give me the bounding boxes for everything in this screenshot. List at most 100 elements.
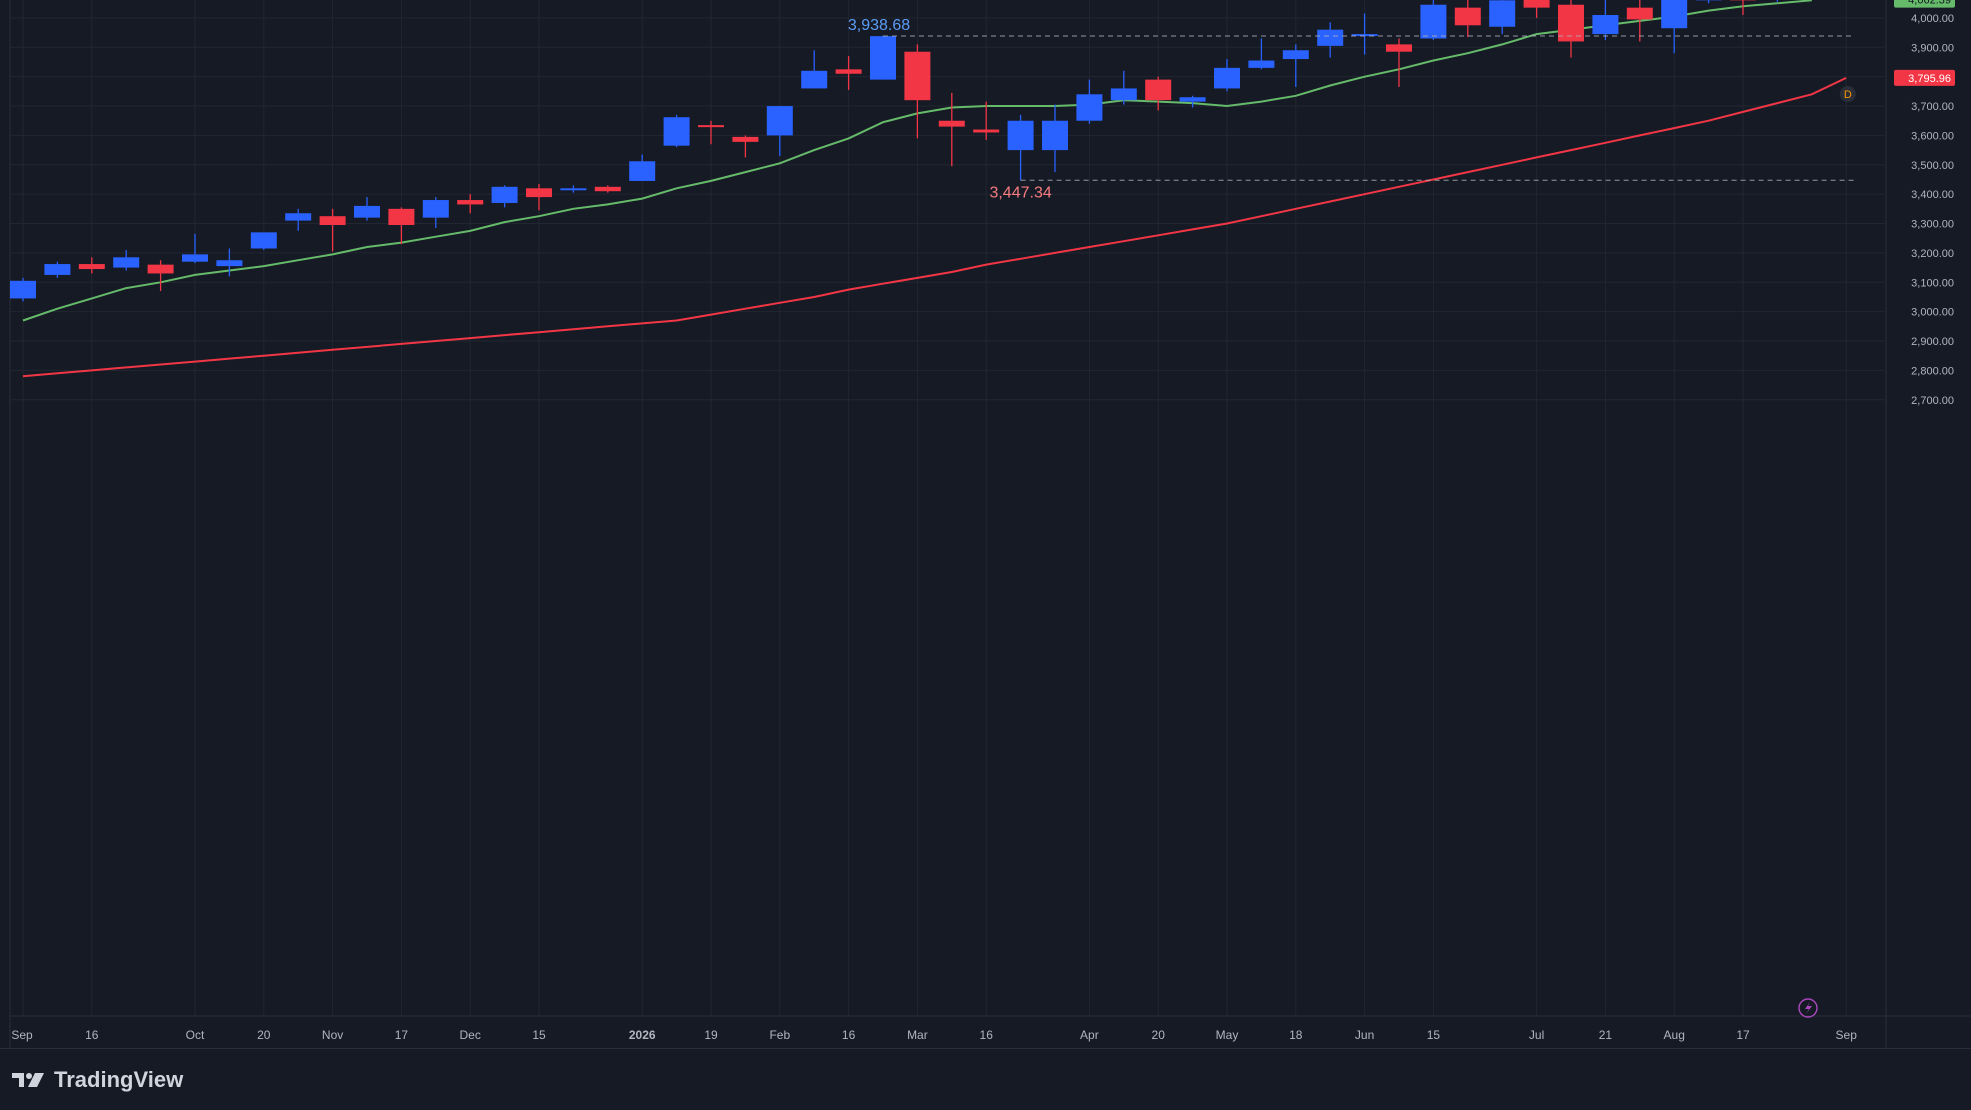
price-tick-label: 3,700.00 <box>1911 101 1954 113</box>
high-label: 3,938.68 <box>848 17 910 34</box>
time-tick-label: Oct <box>186 1028 205 1042</box>
candle-body <box>457 200 483 204</box>
time-tick-label: 17 <box>1736 1028 1750 1042</box>
candle <box>836 56 862 90</box>
time-tick-label: Mar <box>907 1028 928 1042</box>
candle-body <box>285 213 311 220</box>
candle-body <box>629 161 655 181</box>
candle-body <box>1524 0 1550 8</box>
candle <box>320 209 346 252</box>
interval-badge-text: D <box>1844 89 1852 101</box>
candle-body <box>698 125 724 127</box>
candle-body <box>182 254 208 261</box>
low-label: 3,447.34 <box>989 184 1051 201</box>
time-tick-label: Sep <box>1836 1028 1858 1042</box>
candle <box>526 184 552 210</box>
time-tick-label: 19 <box>704 1028 718 1042</box>
candle <box>1558 0 1584 58</box>
candle <box>492 185 518 207</box>
candle-body <box>216 260 242 266</box>
time-tick-label: 20 <box>257 1028 271 1042</box>
time-tick-label: 20 <box>1152 1028 1166 1042</box>
time-tick-label: Sep <box>11 1028 33 1042</box>
tradingview-logo[interactable]: TradingView <box>12 1067 183 1093</box>
footer-bar: TradingView <box>0 1048 1971 1110</box>
candle <box>79 257 105 273</box>
candle-body <box>492 187 518 203</box>
candle <box>732 135 758 157</box>
price-tick-label: 3,300.00 <box>1911 219 1954 231</box>
chart-frame[interactable]: 3,938.68 3,447.34 4,300.004,200.004,100.0… <box>0 0 1971 1048</box>
candle <box>939 93 965 166</box>
candle-body <box>320 216 346 225</box>
grid-lines <box>10 0 1971 1048</box>
time-tick-label: Aug <box>1664 1028 1685 1042</box>
candle-body <box>1076 94 1102 120</box>
candle-body <box>1283 50 1309 59</box>
candle <box>698 121 724 144</box>
candle-body <box>836 69 862 73</box>
candle-body <box>664 117 690 145</box>
price-tick-label: 2,800.00 <box>1911 365 1954 377</box>
candle <box>767 106 793 156</box>
candle <box>1283 44 1309 87</box>
chart-extras: D <box>1799 86 1856 1017</box>
candle <box>388 207 414 244</box>
time-tick-label: 18 <box>1289 1028 1303 1042</box>
candle-body <box>595 187 621 191</box>
candle <box>801 50 827 88</box>
ma-short-tag-text: 4,062.39 <box>1908 0 1951 7</box>
time-tick-label: 16 <box>842 1028 856 1042</box>
candle <box>1489 0 1515 34</box>
price-tick-label: 3,200.00 <box>1911 248 1954 260</box>
candle <box>251 232 277 250</box>
candle-body <box>939 121 965 127</box>
candle-body <box>870 36 896 79</box>
candle-body <box>1386 44 1412 51</box>
time-tick-label: 15 <box>1427 1028 1441 1042</box>
candle <box>870 36 896 80</box>
time-tick-label: Jun <box>1355 1028 1374 1042</box>
price-tick-label: 3,600.00 <box>1911 130 1954 142</box>
candle-body <box>44 264 70 275</box>
time-tick-label: 2026 <box>629 1028 656 1042</box>
price-tick-label: 4,000.00 <box>1911 13 1954 25</box>
candle <box>182 234 208 263</box>
candle-body <box>1248 61 1274 68</box>
candle <box>10 278 36 301</box>
candle <box>285 209 311 231</box>
time-tick-label: 21 <box>1599 1028 1613 1042</box>
candle <box>1317 22 1343 57</box>
time-tick-label: Feb <box>769 1028 790 1042</box>
candle <box>1661 0 1687 53</box>
price-tick-label: 3,500.00 <box>1911 160 1954 172</box>
annotations: 3,938.68 3,447.34 <box>848 17 1855 201</box>
candle-body <box>10 281 36 299</box>
time-tick-label: 17 <box>395 1028 409 1042</box>
candle <box>1008 115 1034 180</box>
candle-body <box>1592 15 1618 34</box>
candle-body <box>1489 0 1515 26</box>
candle-body <box>251 232 277 248</box>
candle-body <box>1111 88 1137 100</box>
candle-body <box>1317 30 1343 46</box>
candle-body <box>560 188 586 190</box>
candle-body <box>732 137 758 142</box>
candle <box>1111 71 1137 105</box>
price-tick-label: 3,400.00 <box>1911 189 1954 201</box>
candle <box>1352 14 1378 55</box>
lightning-icon-bolt <box>1805 1002 1812 1014</box>
time-tick-label: 15 <box>532 1028 546 1042</box>
brand-name: TradingView <box>54 1067 183 1093</box>
candle-body <box>526 188 552 197</box>
ma-long-tag-text: 3,795.96 <box>1908 73 1951 85</box>
candle <box>560 185 586 192</box>
candle-body <box>354 206 380 218</box>
price-tick-label: 3,000.00 <box>1911 307 1954 319</box>
price-chart[interactable]: 3,938.68 3,447.34 4,300.004,200.004,100.0… <box>0 0 1971 1048</box>
time-tick-label: Jul <box>1529 1028 1544 1042</box>
price-axis[interactable]: 4,300.004,200.004,100.004,000.003,900.00… <box>1911 0 1954 407</box>
lightning-icon[interactable] <box>1799 999 1817 1017</box>
time-tick-label: Dec <box>460 1028 481 1042</box>
